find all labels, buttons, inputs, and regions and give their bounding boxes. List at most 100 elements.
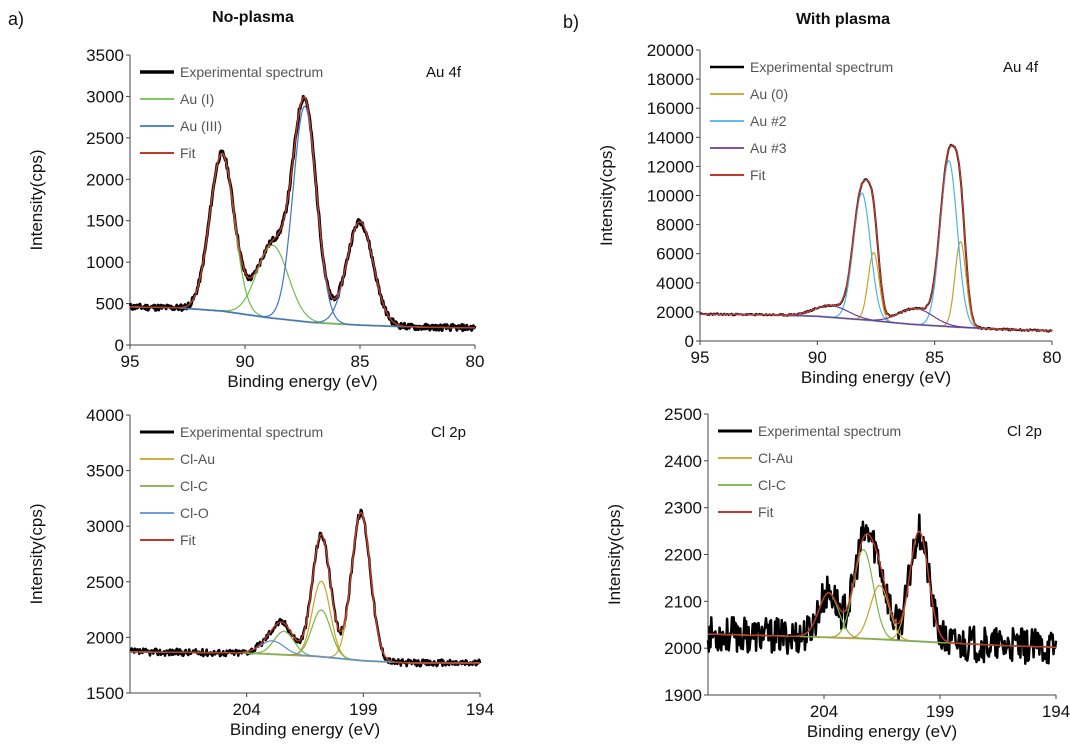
y-axis-title: Intensity(cps): [27, 149, 46, 250]
x-tick-label: 80: [1043, 348, 1062, 367]
y-tick-label: 1000: [86, 253, 124, 272]
chart-b-cl2p: 1900 2000 2100 2200 2300 2400 2500 204 199 194 Bin…: [605, 405, 1070, 741]
x-tick-label: 194: [466, 700, 494, 719]
y-tick-label: 3500: [86, 46, 124, 65]
x-tick-label: 95: [121, 352, 140, 371]
legend-label: Au #3: [750, 140, 787, 156]
legend-label: Cl-C: [180, 478, 208, 494]
component-peak-line: [130, 152, 475, 329]
x-axis-title: Binding energy (eV): [227, 372, 377, 391]
region-label: Au 4f: [426, 64, 462, 81]
legend: Experimental spectrum Cl-Au Cl-C Fit: [718, 423, 901, 520]
y-tick-label: 0: [685, 332, 694, 351]
y-tick-label: 2200: [664, 546, 702, 565]
fit-line: [708, 530, 1056, 648]
component-peak-line: [130, 105, 475, 329]
chart-a-au4f: 0 500 1000 1500 2000 2500 3000 3500 95 90 85 80 Bind…: [27, 46, 484, 391]
component-peak-line: [130, 244, 475, 329]
legend-label: Au (0): [750, 86, 788, 102]
x-tick-label: 204: [810, 702, 838, 721]
y-tick-label: 12000: [647, 157, 694, 176]
x-axis-title: Binding energy (eV): [801, 368, 951, 387]
y-tick-label: 3000: [86, 87, 124, 106]
y-tick-label: 4000: [86, 406, 124, 425]
legend-label: Fit: [180, 145, 196, 161]
x-axis-title: Binding energy (eV): [807, 722, 957, 741]
y-tick-label: 2000: [86, 628, 124, 647]
legend-label: Au (I): [180, 91, 214, 107]
legend: Experimental spectrum Au (I) Au (III) Fit: [140, 64, 323, 161]
legend-label: Experimental spectrum: [180, 424, 323, 440]
y-tick-label: 3000: [86, 517, 124, 536]
y-tick-label: 1900: [664, 686, 702, 705]
x-tick-label: 204: [232, 700, 260, 719]
legend: Experimental spectrum Au (0) Au #2 Au #3 Fit: [710, 59, 893, 183]
legend-label: Experimental spectrum: [758, 423, 901, 439]
chart-b-au4f: 0 2000 4000 6000 8000 10000 12000 14000 16000 180…: [597, 41, 1061, 387]
y-tick-label: 500: [96, 295, 124, 314]
y-tick-label: 2000: [664, 639, 702, 658]
fit-line: [700, 144, 1052, 332]
panel-label-a: a): [8, 9, 24, 29]
y-tick-label: 10000: [647, 187, 694, 206]
y-tick-label: 20000: [647, 41, 694, 60]
column-title-with-plasma: With plasma: [796, 11, 890, 28]
component-peak-line: [700, 160, 1052, 332]
x-tick-label: 90: [808, 348, 827, 367]
y-tick-label: 14000: [647, 128, 694, 147]
legend-label: Fit: [758, 504, 774, 520]
charts-group: 0 500 1000 1500 2000 2500 3000 3500 95 90 85 80 Bind…: [27, 41, 1070, 741]
y-axis-title: Intensity(cps): [27, 503, 46, 604]
x-tick-label: 199: [926, 702, 954, 721]
legend-label: Experimental spectrum: [750, 59, 893, 75]
x-tick-label: 194: [1042, 702, 1070, 721]
legend-label: Au #2: [750, 113, 787, 129]
region-label: Au 4f: [1003, 59, 1039, 76]
y-tick-label: 2000: [656, 303, 694, 322]
y-axis-title: Intensity(cps): [597, 145, 616, 246]
y-tick-label: 0: [115, 336, 124, 355]
chart-a-cl2p: 1500 2000 2500 3000 3500 4000 204 199 194 Binding…: [27, 406, 494, 739]
experimental-spectrum-line: [706, 513, 1058, 665]
x-tick-label: 80: [466, 352, 485, 371]
y-tick-label: 2400: [664, 452, 702, 471]
y-tick-label: 3500: [86, 462, 124, 481]
y-tick-label: 4000: [656, 274, 694, 293]
x-tick-label: 85: [925, 348, 944, 367]
fit-line: [130, 511, 480, 664]
legend-label: Fit: [750, 167, 766, 183]
legend-label: Experimental spectrum: [180, 64, 323, 80]
y-tick-label: 2300: [664, 499, 702, 518]
y-tick-label: 2500: [664, 405, 702, 424]
legend-label: Cl-C: [758, 477, 786, 493]
component-peak-line: [700, 305, 1052, 332]
y-tick-label: 18000: [647, 70, 694, 89]
y-tick-label: 8000: [656, 216, 694, 235]
fit-line: [130, 96, 475, 329]
y-tick-label: 16000: [647, 99, 694, 118]
y-tick-label: 1500: [86, 212, 124, 231]
y-tick-label: 1500: [86, 684, 124, 703]
y-tick-label: 2500: [86, 573, 124, 592]
y-tick-label: 6000: [656, 245, 694, 264]
x-tick-label: 199: [349, 700, 377, 719]
x-tick-label: 90: [236, 352, 255, 371]
legend-label: Cl-Au: [180, 451, 215, 467]
x-axis-title: Binding energy (eV): [230, 720, 380, 739]
region-label: Cl 2p: [431, 424, 466, 441]
x-tick-label: 85: [351, 352, 370, 371]
legend: Experimental spectrum Cl-Au Cl-C Cl-O Fit: [140, 424, 323, 548]
panel-label-b: b): [563, 12, 579, 32]
y-tick-label: 2500: [86, 129, 124, 148]
legend-label: Cl-O: [180, 505, 209, 521]
legend-label: Cl-Au: [758, 450, 793, 466]
column-title-no-plasma: No-plasma: [212, 9, 294, 26]
component-peak-line: [130, 630, 480, 664]
component-peak-line: [700, 307, 1052, 332]
y-axis-title: Intensity(cps): [605, 504, 624, 605]
legend-label: Au (III): [180, 118, 222, 134]
y-tick-label: 2100: [664, 592, 702, 611]
y-tick-label: 2000: [86, 170, 124, 189]
region-label: Cl 2p: [1007, 423, 1042, 440]
